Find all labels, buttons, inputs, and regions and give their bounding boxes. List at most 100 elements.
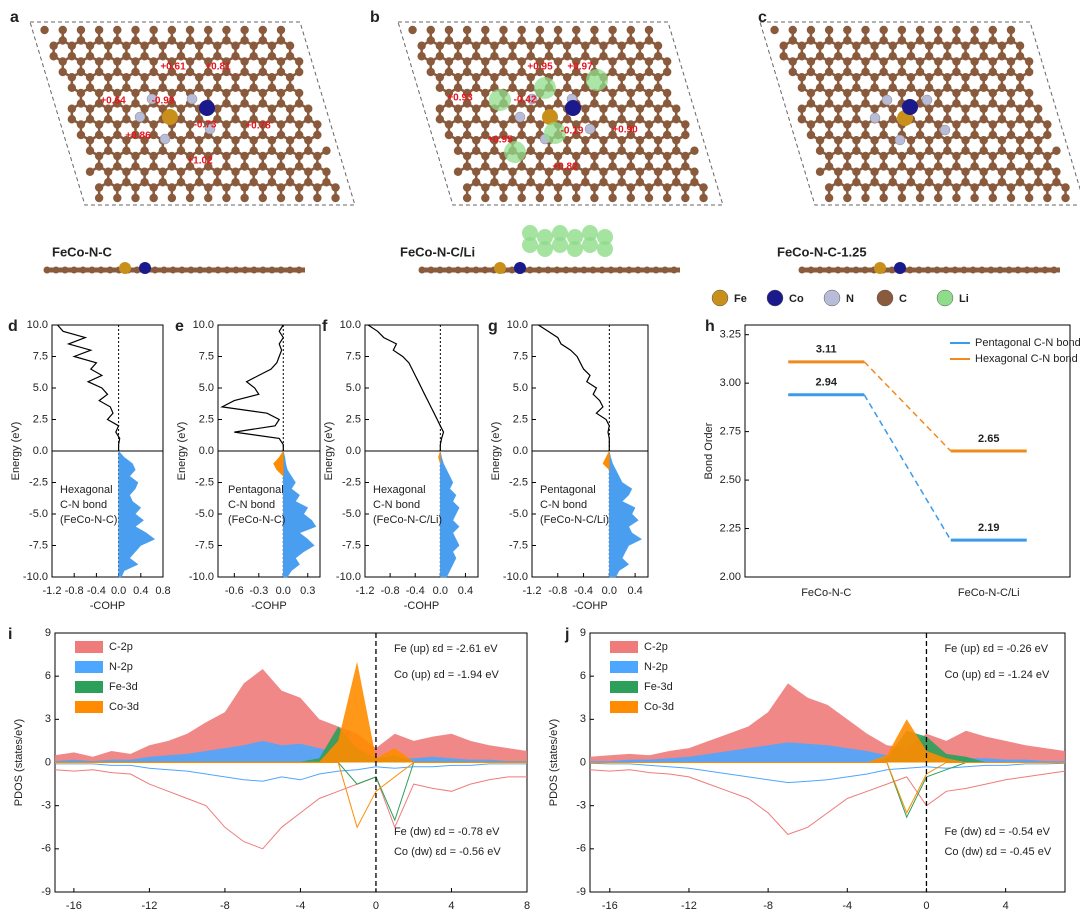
- carbon-atom: [1034, 104, 1043, 113]
- side-atom: [978, 266, 986, 274]
- carbon-atom: [572, 130, 581, 140]
- carbon-atom: [1024, 162, 1034, 171]
- carbon-atom: [988, 183, 997, 192]
- carbon-atom: [662, 120, 672, 129]
- y-tick-label: 7.5: [33, 350, 48, 362]
- carbon-atom: [888, 83, 897, 92]
- x-axis-label: -COHP: [572, 600, 607, 612]
- carbon-atom: [843, 193, 852, 203]
- carbon-atom: [1006, 183, 1016, 192]
- carbon-atom: [843, 162, 852, 171]
- carbon-atom: [149, 193, 158, 203]
- carbon-atom: [140, 104, 149, 113]
- carbon-atom: [167, 25, 177, 35]
- carbon-atom: [943, 115, 952, 124]
- nitrogen-atom: [134, 111, 146, 123]
- carbon-atom: [472, 167, 481, 176]
- carbon-atom: [167, 193, 177, 203]
- carbon-atom: [653, 146, 663, 155]
- annotation: C-N bond: [373, 499, 420, 511]
- side-atom: [178, 266, 186, 274]
- carbon-atom: [294, 67, 304, 77]
- y-tick-label: 3.25: [720, 329, 741, 341]
- carbon-atom: [553, 25, 563, 35]
- annotation: Co (up) εd = -1.24 eV: [944, 669, 1050, 681]
- carbon-atom: [313, 130, 322, 140]
- side-atom: [942, 266, 950, 274]
- cohp-area: [118, 450, 156, 578]
- atom-legend-marker: [876, 289, 894, 307]
- charge-label: +0.97: [567, 62, 593, 73]
- side-atom: [214, 266, 222, 274]
- carbon-atom: [906, 167, 916, 176]
- carbon-atom: [204, 57, 213, 66]
- carbon-atom: [581, 52, 590, 61]
- carbon-atom: [517, 193, 526, 203]
- carbon-atom: [331, 193, 340, 203]
- carbon-atom: [879, 120, 888, 129]
- side-atom: [232, 266, 240, 274]
- carbon-atom: [934, 88, 943, 98]
- carbon-atom: [1006, 25, 1016, 35]
- carbon-atom: [952, 57, 961, 66]
- carbon-atom: [213, 83, 222, 92]
- cohp-area: [608, 450, 643, 578]
- carbon-atom: [943, 178, 952, 187]
- carbon-atom: [934, 151, 943, 161]
- carbon-atom: [562, 52, 572, 61]
- carbon-atom: [653, 83, 663, 92]
- carbon-atom: [94, 120, 104, 129]
- carbon-atom: [897, 67, 907, 77]
- carbon-atom: [258, 88, 267, 98]
- carbon-atom: [167, 36, 177, 45]
- carbon-atom: [499, 57, 508, 66]
- carbon-atom: [943, 73, 952, 82]
- carbon-atom: [249, 136, 258, 145]
- carbon-atom: [517, 99, 526, 108]
- carbon-atom: [104, 52, 113, 61]
- carbon-atom: [824, 99, 834, 108]
- x-axis-label: -COHP: [404, 600, 439, 612]
- carbon-atom: [1061, 183, 1070, 192]
- carbon-atom: [562, 136, 572, 145]
- carbon-atom: [553, 183, 563, 192]
- carbon-atom: [185, 120, 195, 129]
- carbon-atom: [553, 162, 563, 171]
- x-tick-label: -16: [602, 900, 618, 912]
- carbon-atom: [113, 130, 122, 140]
- carbon-atom: [76, 25, 86, 35]
- carbon-atom: [535, 120, 545, 129]
- carbon-atom: [581, 178, 590, 187]
- y-tick-label: 0.0: [513, 445, 528, 457]
- carbon-atom: [544, 41, 554, 50]
- cell-boundary: [397, 21, 724, 206]
- carbon-atom: [608, 36, 617, 45]
- carbon-atom: [231, 104, 240, 113]
- carbon-atom: [481, 162, 490, 171]
- carbon-atom: [824, 67, 834, 77]
- carbon-atom: [76, 36, 86, 45]
- carbon-atom: [122, 115, 131, 124]
- carbon-atom: [943, 83, 952, 92]
- carbon-atom: [952, 130, 961, 140]
- carbon-atom: [608, 57, 617, 66]
- charge-label: +0.86: [125, 131, 151, 142]
- carbon-atom: [644, 183, 654, 192]
- carbon-atom: [897, 151, 907, 161]
- carbon-atom: [672, 146, 681, 155]
- carbon-atom: [952, 25, 961, 35]
- carbon-atom: [94, 88, 104, 98]
- carbon-atom: [204, 162, 213, 171]
- carbon-atom: [952, 120, 961, 129]
- carbon-atom: [131, 88, 140, 98]
- carbon-atom: [824, 162, 834, 171]
- carbon-atom: [672, 115, 681, 124]
- side-atom: [1014, 266, 1022, 274]
- carbon-atom: [276, 162, 286, 171]
- carbon-atom: [149, 120, 158, 129]
- fe-atom: [162, 109, 178, 125]
- carbon-atom: [267, 146, 277, 155]
- carbon-atom: [915, 67, 925, 77]
- carbon-atom: [167, 67, 177, 77]
- y-tick-label: -2.5: [29, 476, 48, 488]
